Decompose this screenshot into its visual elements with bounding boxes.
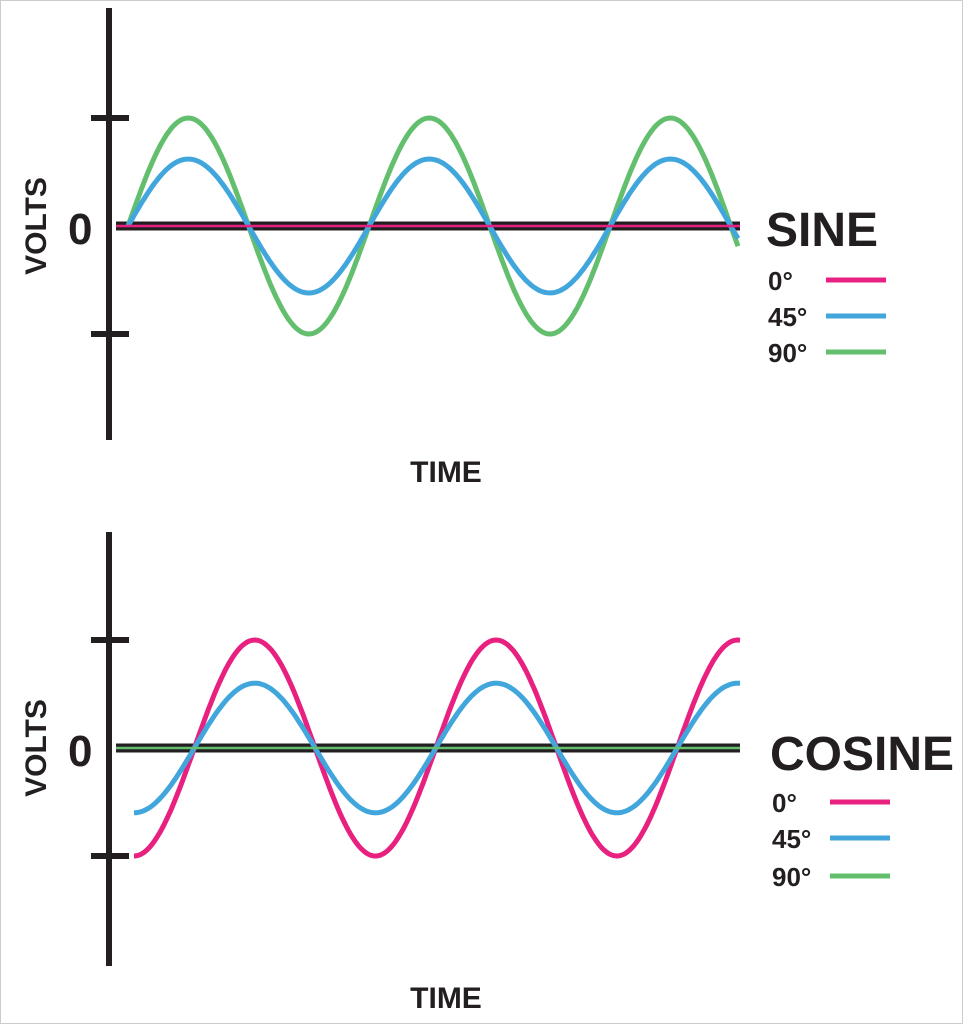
- series-line-45deg: [125, 156, 741, 296]
- series-line-90deg: [125, 115, 741, 337]
- cosine-chart: [91, 532, 890, 966]
- legend-label: 45°: [772, 824, 811, 854]
- y-axis-label: VOLTS: [20, 699, 53, 797]
- legend-label: 90°: [768, 338, 807, 368]
- sine-chart: [91, 8, 886, 440]
- legend-title: COSINE: [770, 728, 954, 781]
- legend-label: 0°: [768, 266, 793, 296]
- legend-label: 45°: [768, 302, 807, 332]
- x-axis-label: TIME: [410, 456, 482, 489]
- zero-tick-label: 0: [68, 205, 92, 254]
- x-axis-label: TIME: [410, 982, 482, 1015]
- y-axis-label: VOLTS: [20, 177, 53, 275]
- zero-tick-label: 0: [68, 727, 92, 776]
- legend-title: SINE: [766, 204, 878, 257]
- series-line-45deg: [133, 680, 741, 816]
- legend-label: 0°: [772, 788, 797, 818]
- legend-label: 90°: [772, 862, 811, 892]
